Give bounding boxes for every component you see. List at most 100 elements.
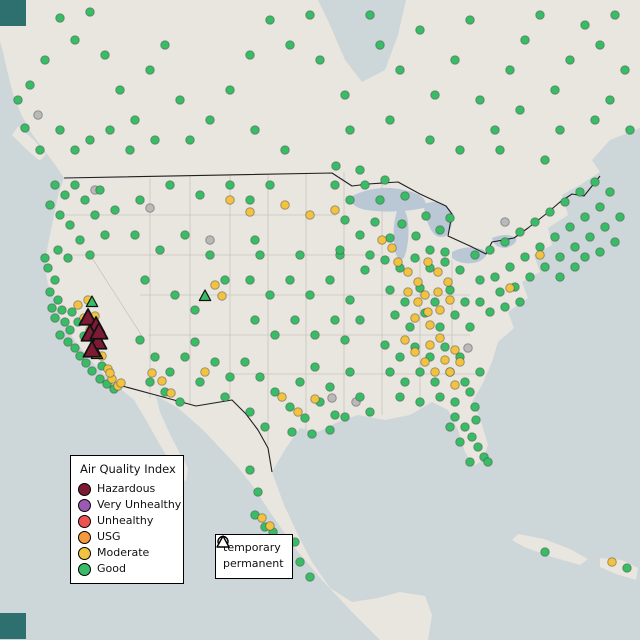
station-marker[interactable] bbox=[620, 65, 630, 75]
station-marker[interactable] bbox=[530, 217, 540, 227]
station-marker[interactable] bbox=[550, 232, 560, 242]
station-marker[interactable] bbox=[70, 35, 80, 45]
station-marker[interactable] bbox=[415, 25, 425, 35]
station-marker[interactable] bbox=[430, 367, 440, 377]
station-marker[interactable] bbox=[75, 235, 85, 245]
station-marker[interactable] bbox=[365, 10, 375, 20]
station-marker[interactable] bbox=[595, 40, 605, 50]
station-marker[interactable] bbox=[380, 255, 390, 265]
station-marker[interactable] bbox=[355, 165, 365, 175]
station-marker[interactable] bbox=[450, 412, 460, 422]
station-marker[interactable] bbox=[570, 242, 580, 252]
station-marker[interactable] bbox=[413, 297, 423, 307]
station-marker[interactable] bbox=[155, 245, 165, 255]
station-marker[interactable] bbox=[505, 65, 515, 75]
station-marker[interactable] bbox=[600, 222, 610, 232]
station-marker[interactable] bbox=[430, 377, 440, 387]
station-marker[interactable] bbox=[395, 352, 405, 362]
station-marker[interactable] bbox=[403, 267, 413, 277]
station-marker[interactable] bbox=[285, 40, 295, 50]
station-marker[interactable] bbox=[190, 305, 200, 315]
station-marker[interactable] bbox=[413, 277, 423, 287]
station-marker[interactable] bbox=[55, 210, 65, 220]
station-marker[interactable] bbox=[185, 135, 195, 145]
station-marker[interactable] bbox=[310, 330, 320, 340]
station-marker[interactable] bbox=[245, 195, 255, 205]
station-marker[interactable] bbox=[610, 237, 620, 247]
station-marker[interactable] bbox=[265, 180, 275, 190]
station-marker[interactable] bbox=[385, 367, 395, 377]
monitoring-stations[interactable] bbox=[13, 7, 635, 582]
station-marker[interactable] bbox=[471, 415, 481, 425]
station-marker[interactable] bbox=[445, 367, 455, 377]
station-marker[interactable] bbox=[475, 297, 485, 307]
station-marker[interactable] bbox=[380, 175, 390, 185]
station-marker[interactable] bbox=[87, 366, 97, 376]
station-marker[interactable] bbox=[220, 392, 230, 402]
station-marker[interactable] bbox=[305, 572, 315, 582]
station-marker[interactable] bbox=[250, 125, 260, 135]
station-marker[interactable] bbox=[290, 315, 300, 325]
station-marker[interactable] bbox=[395, 65, 405, 75]
station-marker[interactable] bbox=[310, 362, 320, 372]
station-marker[interactable] bbox=[55, 330, 65, 340]
station-marker[interactable] bbox=[355, 230, 365, 240]
station-marker[interactable] bbox=[397, 219, 407, 229]
station-marker[interactable] bbox=[110, 205, 120, 215]
station-marker[interactable] bbox=[433, 287, 443, 297]
station-marker[interactable] bbox=[415, 397, 425, 407]
station-marker[interactable] bbox=[195, 190, 205, 200]
station-marker[interactable] bbox=[470, 402, 480, 412]
station-marker[interactable] bbox=[445, 422, 455, 432]
station-marker[interactable] bbox=[495, 287, 505, 297]
station-marker[interactable] bbox=[423, 257, 433, 267]
station-marker[interactable] bbox=[607, 557, 617, 567]
station-marker[interactable] bbox=[85, 250, 95, 260]
station-marker[interactable] bbox=[250, 235, 260, 245]
station-marker[interactable] bbox=[285, 402, 295, 412]
station-marker[interactable] bbox=[157, 376, 167, 386]
station-marker[interactable] bbox=[205, 235, 215, 245]
station-marker[interactable] bbox=[217, 291, 227, 301]
station-marker[interactable] bbox=[460, 297, 470, 307]
station-marker[interactable] bbox=[325, 425, 335, 435]
station-marker[interactable] bbox=[625, 125, 635, 135]
station-marker[interactable] bbox=[55, 125, 65, 135]
station-marker[interactable] bbox=[80, 195, 90, 205]
station-marker[interactable] bbox=[605, 95, 615, 105]
station-marker[interactable] bbox=[147, 368, 157, 378]
station-marker[interactable] bbox=[445, 213, 455, 223]
station-marker[interactable] bbox=[150, 135, 160, 145]
station-marker[interactable] bbox=[435, 305, 445, 315]
station-marker[interactable] bbox=[520, 35, 530, 45]
station-marker[interactable] bbox=[465, 15, 475, 25]
station-marker[interactable] bbox=[520, 252, 530, 262]
station-marker[interactable] bbox=[210, 280, 220, 290]
station-marker[interactable] bbox=[465, 457, 475, 467]
station-marker[interactable] bbox=[585, 232, 595, 242]
station-marker[interactable] bbox=[450, 55, 460, 65]
station-marker[interactable] bbox=[225, 180, 235, 190]
station-marker[interactable] bbox=[455, 265, 465, 275]
station-marker[interactable] bbox=[435, 225, 445, 235]
station-marker[interactable] bbox=[425, 320, 435, 330]
station-marker[interactable] bbox=[470, 250, 480, 260]
station-marker[interactable] bbox=[205, 250, 215, 260]
station-marker[interactable] bbox=[345, 295, 355, 305]
station-marker[interactable] bbox=[295, 557, 305, 567]
station-marker[interactable] bbox=[622, 563, 632, 573]
station-marker[interactable] bbox=[295, 377, 305, 387]
station-marker[interactable] bbox=[590, 115, 600, 125]
station-marker[interactable] bbox=[295, 250, 305, 260]
station-marker[interactable] bbox=[43, 263, 53, 273]
station-marker[interactable] bbox=[255, 372, 265, 382]
station-marker[interactable] bbox=[435, 333, 445, 343]
station-marker[interactable] bbox=[440, 247, 450, 257]
station-marker[interactable] bbox=[253, 487, 263, 497]
station-marker[interactable] bbox=[411, 231, 421, 241]
station-marker[interactable] bbox=[105, 125, 115, 135]
station-marker[interactable] bbox=[385, 115, 395, 125]
station-marker[interactable] bbox=[145, 377, 155, 387]
station-marker[interactable] bbox=[385, 285, 395, 295]
station-marker[interactable] bbox=[130, 230, 140, 240]
